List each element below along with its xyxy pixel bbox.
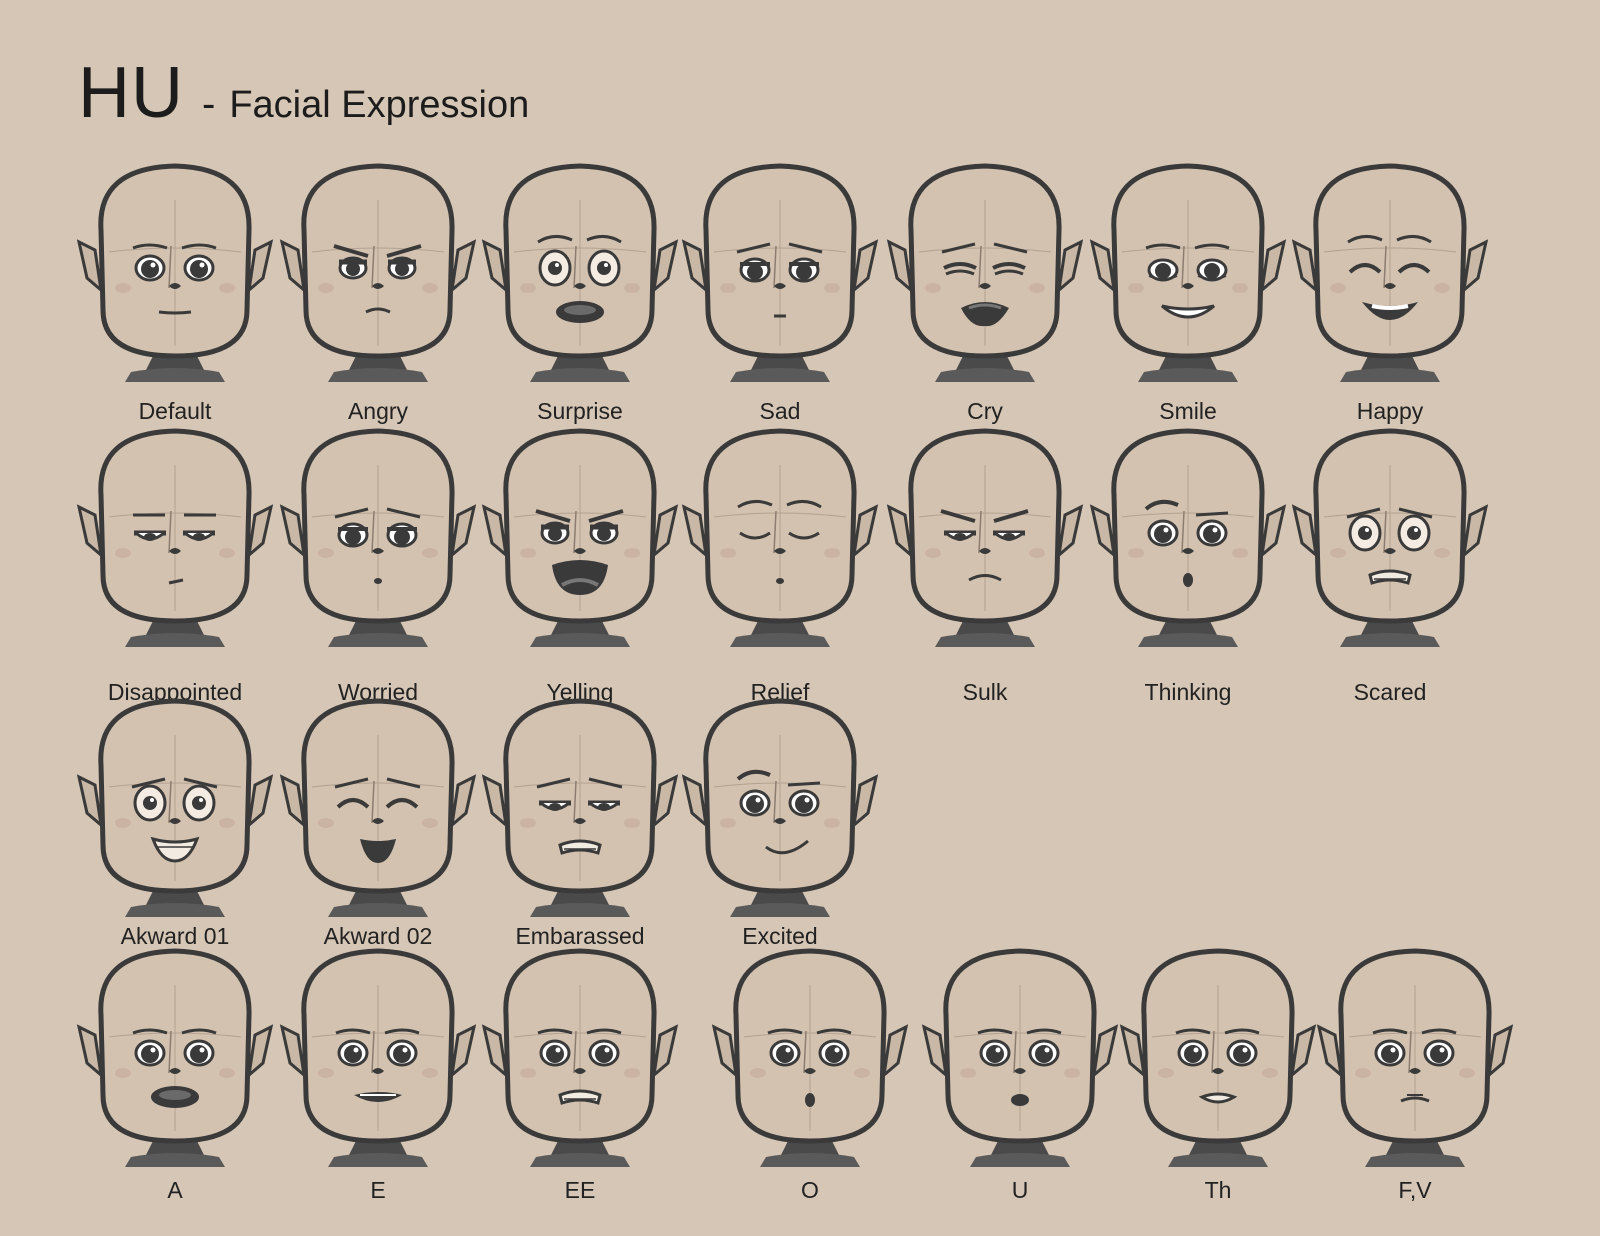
- title-main: HU: [78, 53, 184, 133]
- expression-label: A: [167, 1177, 183, 1203]
- face-drawing: [1291, 163, 1489, 382]
- face-drawing: [76, 428, 274, 647]
- expression-card-smile: Smile: [1088, 160, 1288, 424]
- face-drawing: [279, 948, 477, 1167]
- face-drawing: [481, 698, 679, 917]
- expression-card-default: Default: [75, 160, 275, 424]
- expression-label: Cry: [967, 398, 1003, 424]
- expression-card-happy: Happy: [1290, 160, 1490, 424]
- face-drawing: [481, 428, 679, 647]
- expression-label: Sulk: [962, 679, 1008, 705]
- expression-label: Surprise: [537, 398, 623, 424]
- expression-label: Excited: [742, 923, 818, 949]
- title-dash: -: [202, 82, 216, 126]
- expression-card-relief: Relief: [680, 425, 880, 705]
- expression-card-angry: Angry: [278, 160, 478, 424]
- sheet-title: HU - Facial Expression: [78, 52, 529, 134]
- face-drawing: [279, 163, 477, 382]
- face-drawing: [921, 948, 1119, 1167]
- expression-card-e: E: [278, 945, 478, 1205]
- expression-card-excited: Excited: [680, 695, 880, 955]
- expression-card-th: Th: [1118, 945, 1318, 1205]
- expression-label: Smile: [1159, 398, 1217, 424]
- expression-card-ee: EE: [480, 945, 680, 1205]
- face-drawing: [279, 698, 477, 917]
- expression-label: EE: [564, 1177, 596, 1203]
- expression-card-o: O: [710, 945, 910, 1205]
- face-drawing: [279, 428, 477, 647]
- face-drawing: [886, 428, 1084, 647]
- expression-label: Thinking: [1144, 679, 1232, 705]
- face-drawing: [1316, 948, 1514, 1167]
- face-drawing: [681, 428, 879, 647]
- face-drawing: [76, 163, 274, 382]
- expression-label: Akward 01: [120, 923, 230, 949]
- face-drawing: [76, 698, 274, 917]
- expression-card-yelling: Yelling: [480, 425, 680, 705]
- expression-label: E: [370, 1177, 386, 1203]
- expression-card-akward-01: Akward 01: [75, 695, 275, 955]
- expression-card-scared: Scared: [1290, 425, 1490, 705]
- expression-card-embarassed: Embarassed: [480, 695, 680, 955]
- expression-card-u: U: [920, 945, 1120, 1205]
- face-drawing: [1119, 948, 1317, 1167]
- face-drawing: [1291, 428, 1489, 647]
- expression-label: U: [1011, 1177, 1029, 1203]
- expression-card-thinking: Thinking: [1088, 425, 1288, 705]
- expression-card-f-v: F,V: [1315, 945, 1515, 1205]
- expression-label: Sad: [759, 398, 801, 424]
- expression-label: F,V: [1398, 1177, 1432, 1203]
- face-drawing: [481, 948, 679, 1167]
- expression-card-cry: Cry: [885, 160, 1085, 424]
- expression-card-disappointed: Disappointed: [75, 425, 275, 705]
- face-drawing: [711, 948, 909, 1167]
- face-drawing: [76, 948, 274, 1167]
- expression-card-worried: Worried: [278, 425, 478, 705]
- expression-card-a: A: [75, 945, 275, 1205]
- face-drawing: [481, 163, 679, 382]
- title-subtitle: Facial Expression: [229, 84, 530, 126]
- face-drawing: [886, 163, 1084, 382]
- face-drawing: [681, 698, 879, 917]
- expression-label: Angry: [347, 398, 409, 424]
- expression-card-surprise: Surprise: [480, 160, 680, 424]
- expression-label: Default: [138, 398, 212, 424]
- expression-label: Th: [1204, 1177, 1232, 1203]
- expression-label: Happy: [1356, 398, 1424, 424]
- expression-label: O: [801, 1177, 819, 1203]
- expression-label: Scared: [1353, 679, 1427, 705]
- face-drawing: [681, 163, 879, 382]
- face-drawing: [1089, 428, 1287, 647]
- expression-card-sad: Sad: [680, 160, 880, 424]
- expression-label: Embarassed: [515, 923, 645, 949]
- expression-card-akward-02: Akward 02: [278, 695, 478, 955]
- expression-card-sulk: Sulk: [885, 425, 1085, 705]
- expression-label: Akward 02: [323, 923, 433, 949]
- face-drawing: [1089, 163, 1287, 382]
